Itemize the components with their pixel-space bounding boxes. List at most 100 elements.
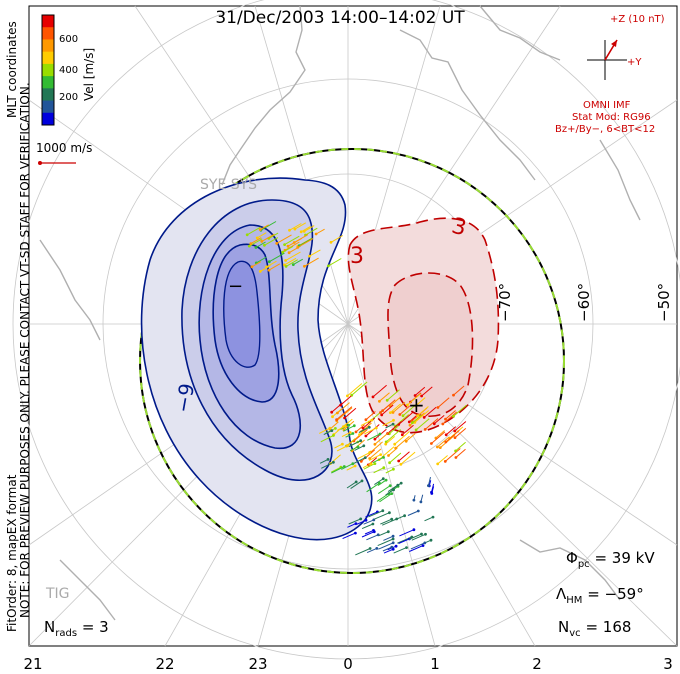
velocity-vector xyxy=(251,261,262,268)
velocity-vector xyxy=(320,435,334,443)
velocity-vector xyxy=(382,419,394,427)
velocity-vector xyxy=(354,445,365,451)
velocity-vector xyxy=(431,486,435,494)
colorbar-tick-600: 600 xyxy=(59,34,79,45)
velocity-vector xyxy=(395,435,410,449)
velocity-vector xyxy=(268,263,281,271)
velocity-vector xyxy=(369,448,382,459)
velocity-vector xyxy=(444,448,461,462)
velocity-vector xyxy=(453,404,467,417)
potential-maximum-marker: + xyxy=(408,393,425,417)
velocity-vector xyxy=(387,421,402,434)
velocity-vector xyxy=(417,406,429,417)
velocity-vector xyxy=(337,402,350,414)
velocity-vector xyxy=(348,518,361,525)
velocity-vector xyxy=(284,241,300,251)
stat-phi-pc: Φpc = 39 kV xyxy=(566,549,655,570)
velocity-vector xyxy=(431,483,435,493)
velocity-vector xyxy=(431,431,446,444)
velocity-vector xyxy=(353,457,366,464)
imf-z-label: +Z (10 nT) xyxy=(610,14,665,25)
note-fitorder: FitOrder: 8, mapEX format xyxy=(5,474,19,632)
velocity-vector xyxy=(383,535,394,541)
velocity-vector xyxy=(408,533,422,540)
potential-minimum-marker: − xyxy=(228,276,244,297)
velocity-vector xyxy=(377,538,394,547)
velocity-vector xyxy=(399,405,411,415)
velocity-vector xyxy=(246,226,261,236)
velocity-vector xyxy=(355,424,365,433)
velocity-vector xyxy=(347,523,357,528)
velocity-vector xyxy=(398,538,410,544)
velocity-vector xyxy=(385,489,394,496)
velocity-vector xyxy=(407,393,422,406)
velocity-vector xyxy=(276,234,292,244)
colorbar-band xyxy=(42,88,54,102)
stat-lambda-symbol: Λ xyxy=(556,585,567,603)
grid-meridian-11 xyxy=(254,5,349,325)
velocity-vector xyxy=(299,237,313,247)
velocity-vector xyxy=(297,238,314,248)
coastline-islands xyxy=(399,29,536,181)
velocity-vector xyxy=(361,531,375,538)
velocity-vector xyxy=(382,546,393,552)
velocity-vector xyxy=(309,249,321,257)
velocity-vector xyxy=(329,421,339,430)
velocity-vector xyxy=(361,523,374,530)
coastline-west xyxy=(39,239,101,341)
velocity-vector xyxy=(381,404,394,416)
velocity-vector xyxy=(362,463,372,469)
velocity-vector xyxy=(300,226,311,233)
velocity-vector xyxy=(374,431,390,445)
station-label-tig: TIG xyxy=(46,586,70,602)
stat-phi-symbol: Φ xyxy=(566,549,578,567)
velocity-vector xyxy=(391,482,402,491)
latitude-label-50: −50° xyxy=(655,282,673,322)
velocity-vector xyxy=(385,468,394,474)
coastline-south-america xyxy=(479,5,561,61)
velocity-vector xyxy=(268,232,279,239)
velocity-vector xyxy=(433,415,445,425)
velocity-vector xyxy=(380,399,396,413)
velocity-vector xyxy=(442,411,458,425)
velocity-vector xyxy=(379,493,392,503)
coastline-antarctic-peninsula xyxy=(221,5,306,186)
velocity-vector xyxy=(414,386,426,396)
stat-lambda-value: = −59° xyxy=(587,585,644,603)
imf-omni-label: OMNI IMF xyxy=(583,100,631,111)
stat-nvc: Nvc = 168 xyxy=(558,618,631,639)
colorbar-outline xyxy=(41,14,55,126)
colorbar-tick-200: 200 xyxy=(59,92,79,103)
velocity-vector xyxy=(415,397,426,407)
velocity-vector xyxy=(372,456,384,464)
velocity-vector xyxy=(304,257,319,267)
velocity-vector xyxy=(372,384,387,398)
velocity-vector xyxy=(445,426,457,436)
velocity-vector xyxy=(334,443,343,449)
dawn-convection-cell xyxy=(347,217,500,434)
x-tick-0: 0 xyxy=(343,655,353,673)
velocity-vector xyxy=(303,225,315,232)
colorbar-band xyxy=(42,100,54,114)
velocity-vector xyxy=(315,228,325,235)
velocity-vector xyxy=(400,451,416,465)
colorbar xyxy=(42,15,54,126)
velocity-vector xyxy=(256,256,267,264)
velocity-vector xyxy=(344,407,357,419)
station-label-sye-sys: SYE SYS xyxy=(200,177,258,193)
velocity-vector xyxy=(256,232,267,239)
imf-stat-model: Stat Mod: RG96 xyxy=(572,112,651,123)
velocity-vector xyxy=(363,519,374,525)
velocity-vector xyxy=(331,466,345,474)
velocity-vector xyxy=(261,233,275,242)
velocity-vector xyxy=(365,411,376,421)
velocity-vectors xyxy=(245,221,467,556)
velocity-vector xyxy=(385,423,394,429)
velocity-vector xyxy=(360,449,376,462)
grid-circle-50 xyxy=(12,0,680,660)
velocity-vector xyxy=(368,510,383,518)
stat-nrads-value: = 3 xyxy=(81,618,109,636)
velocity-vector xyxy=(394,414,410,427)
velocity-vector xyxy=(293,258,304,266)
